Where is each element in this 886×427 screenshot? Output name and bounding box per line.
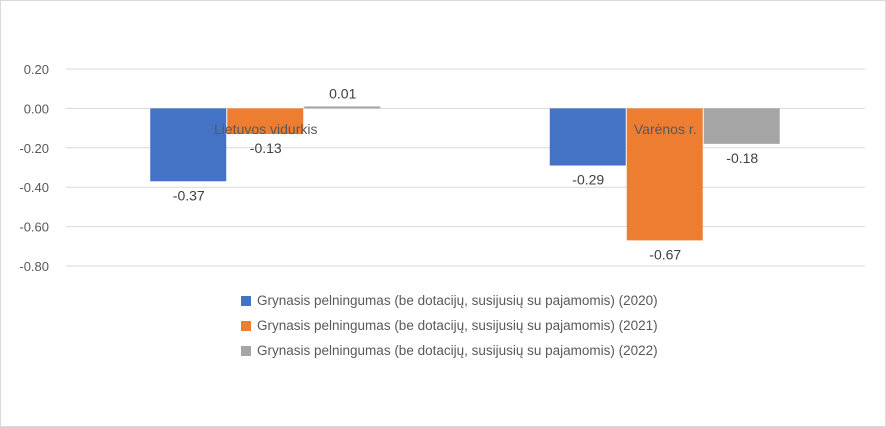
legend-item: Grynasis pelningumas (be dotacijų, susij… bbox=[241, 292, 701, 310]
y-tick-label: -0.60 bbox=[19, 220, 49, 235]
data-label: -0.67 bbox=[649, 246, 681, 262]
legend-swatch bbox=[241, 346, 251, 356]
legend-swatch bbox=[241, 296, 251, 306]
data-label: 0.01 bbox=[329, 85, 356, 101]
y-tick-label: 0.00 bbox=[24, 101, 49, 116]
bar-chart: 0.20 0.00 -0.20 -0.40 -0.60 -0.80 -0.37 -0.29 -0… bbox=[19, 62, 865, 274]
bar bbox=[227, 108, 304, 135]
bar bbox=[626, 108, 703, 241]
bar bbox=[304, 106, 381, 109]
data-label: -0.29 bbox=[572, 172, 604, 188]
category-label: Lietuvos vidurkis bbox=[214, 121, 318, 137]
y-tick-label: -0.20 bbox=[19, 141, 49, 156]
category-label: Varėnos r. bbox=[634, 121, 697, 137]
chart-legend: Grynasis pelningumas (be dotacijų, susij… bbox=[241, 292, 701, 367]
legend-label: Grynasis pelningumas (be dotacijų, susij… bbox=[257, 343, 658, 358]
bar bbox=[150, 108, 227, 182]
legend-item: Grynasis pelningumas (be dotacijų, susij… bbox=[241, 342, 701, 360]
data-label: -0.37 bbox=[173, 187, 205, 203]
y-tick-label: -0.80 bbox=[19, 259, 49, 274]
legend-label: Grynasis pelningumas (be dotacijų, susij… bbox=[257, 293, 658, 308]
y-tick-label: -0.40 bbox=[19, 180, 49, 195]
y-tick-label: 0.20 bbox=[24, 62, 49, 77]
bar bbox=[549, 108, 626, 166]
legend-item: Grynasis pelningumas (be dotacijų, susij… bbox=[241, 317, 701, 335]
legend-label: Grynasis pelningumas (be dotacijų, susij… bbox=[257, 318, 658, 333]
bar bbox=[703, 108, 780, 144]
data-label: -0.13 bbox=[250, 140, 282, 156]
data-label: -0.18 bbox=[726, 150, 758, 166]
legend-swatch bbox=[241, 321, 251, 331]
